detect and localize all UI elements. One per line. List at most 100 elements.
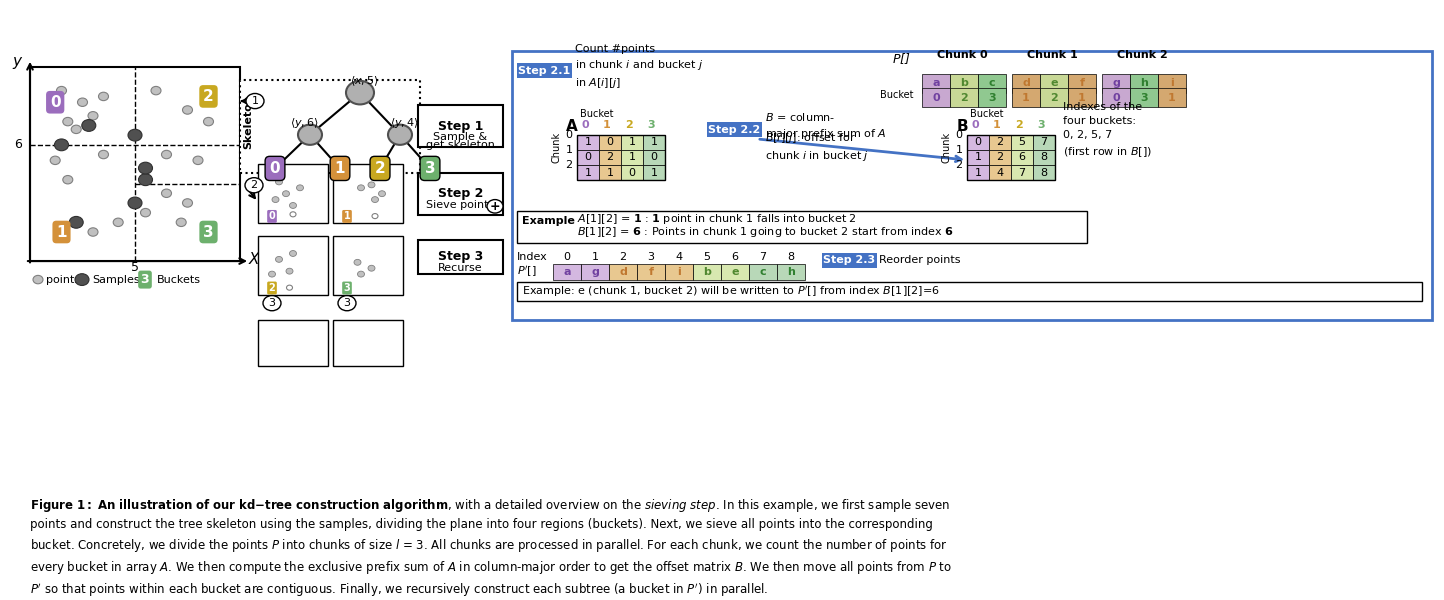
Text: $P'$[]: $P'$[] — [517, 264, 537, 278]
Text: 0: 0 — [270, 161, 280, 176]
Text: $B$ = column-
major prefix sum of $A$: $B$ = column- major prefix sum of $A$ — [765, 112, 887, 142]
Bar — [258, 236, 328, 295]
Bar — [609, 265, 637, 280]
Circle shape — [56, 86, 66, 95]
Circle shape — [88, 112, 98, 120]
Text: 8: 8 — [1041, 152, 1047, 163]
Bar — [1131, 88, 1158, 107]
Circle shape — [162, 151, 172, 159]
Text: $X$: $X$ — [248, 251, 261, 266]
Text: Example: Example — [521, 215, 575, 226]
Text: 2: 2 — [625, 119, 632, 130]
Bar — [417, 173, 503, 215]
Text: Indexes of the
four buckets:
0, 2, 5, 7
(first row in $B$[]): Indexes of the four buckets: 0, 2, 5, 7 … — [1063, 102, 1152, 159]
Bar — [967, 165, 989, 180]
Text: $y$: $y$ — [12, 55, 23, 71]
Text: 4: 4 — [676, 252, 683, 262]
Bar — [950, 74, 978, 92]
Bar — [1131, 74, 1158, 92]
Text: 2: 2 — [606, 152, 614, 163]
Text: c: c — [760, 267, 767, 277]
Bar — [578, 150, 599, 165]
Text: 1: 1 — [628, 137, 635, 148]
Circle shape — [338, 296, 357, 311]
Circle shape — [283, 191, 289, 197]
Circle shape — [378, 191, 386, 197]
Circle shape — [75, 274, 90, 286]
Text: 3: 3 — [425, 161, 435, 176]
Circle shape — [69, 217, 84, 228]
Text: 7: 7 — [1018, 167, 1025, 178]
Circle shape — [276, 256, 283, 262]
Text: 3: 3 — [269, 298, 276, 308]
Bar — [1158, 88, 1186, 107]
Text: Step 2: Step 2 — [438, 187, 484, 200]
Circle shape — [286, 285, 293, 290]
Text: 2: 2 — [204, 89, 214, 104]
Text: Bucket: Bucket — [580, 109, 614, 119]
Text: 0: 0 — [51, 95, 61, 110]
Bar — [334, 164, 403, 223]
Circle shape — [98, 92, 108, 101]
Bar — [599, 150, 621, 165]
Text: 1: 1 — [566, 145, 572, 155]
Bar — [1158, 74, 1186, 92]
Circle shape — [373, 214, 378, 218]
Text: g: g — [1112, 79, 1121, 88]
Circle shape — [289, 251, 296, 256]
Circle shape — [204, 118, 214, 126]
Text: Example: e (chunk 1, bucket 2) will be written to $P'$[] from index $B$[1][2]=6: Example: e (chunk 1, bucket 2) will be w… — [521, 284, 940, 299]
Bar — [637, 265, 666, 280]
Text: h: h — [787, 267, 796, 277]
Text: Bucket: Bucket — [970, 109, 1004, 119]
Text: Chunk: Chunk — [552, 132, 562, 163]
Text: 1: 1 — [1079, 92, 1086, 103]
Bar — [923, 74, 950, 92]
Bar — [1032, 150, 1056, 165]
Circle shape — [182, 199, 192, 207]
Bar — [578, 135, 599, 150]
Bar — [643, 165, 666, 180]
Text: get skeleton: get skeleton — [426, 140, 495, 150]
Bar — [1011, 165, 1032, 180]
Text: 0: 0 — [1112, 92, 1119, 103]
Text: Chunk 1: Chunk 1 — [1027, 50, 1077, 60]
Circle shape — [368, 182, 375, 188]
Circle shape — [269, 271, 276, 277]
Circle shape — [139, 174, 153, 185]
Text: $A$[1][2] = $\mathbf{1}$ : $\mathbf{1}$ point in chunk 1 falls into bucket 2: $A$[1][2] = $\mathbf{1}$ : $\mathbf{1}$ … — [578, 212, 856, 226]
Text: 4: 4 — [245, 177, 253, 190]
Text: Step 2.2: Step 2.2 — [709, 125, 761, 134]
Text: 2: 2 — [374, 161, 386, 176]
Circle shape — [354, 259, 361, 265]
Circle shape — [276, 179, 283, 185]
Text: 3: 3 — [344, 298, 351, 308]
Bar — [1012, 74, 1040, 92]
Text: b: b — [703, 267, 710, 277]
Text: 1: 1 — [650, 137, 657, 148]
Text: +: + — [490, 200, 500, 213]
Circle shape — [368, 265, 375, 271]
Bar — [599, 135, 621, 150]
Bar — [708, 122, 762, 137]
Text: h: h — [1141, 79, 1148, 88]
Bar — [989, 165, 1011, 180]
Text: 0: 0 — [563, 252, 570, 262]
Text: 3: 3 — [647, 119, 654, 130]
Bar — [1032, 165, 1056, 180]
Bar — [578, 165, 599, 180]
Circle shape — [139, 162, 153, 174]
Text: c: c — [989, 79, 995, 88]
Bar — [517, 282, 1422, 301]
Text: Step 1: Step 1 — [438, 120, 484, 133]
Text: Count #points
in chunk $i$ and bucket $j$
in $A$[$i$][$j$]: Count #points in chunk $i$ and bucket $j… — [575, 44, 703, 89]
Text: Skeleton: Skeleton — [243, 95, 253, 149]
Text: 1: 1 — [585, 137, 592, 148]
Circle shape — [358, 271, 364, 277]
Bar — [1040, 88, 1069, 107]
Circle shape — [245, 178, 263, 193]
Text: 2: 2 — [1050, 92, 1058, 103]
Bar — [621, 165, 643, 180]
Text: 3: 3 — [1037, 119, 1045, 130]
Bar — [334, 320, 403, 367]
